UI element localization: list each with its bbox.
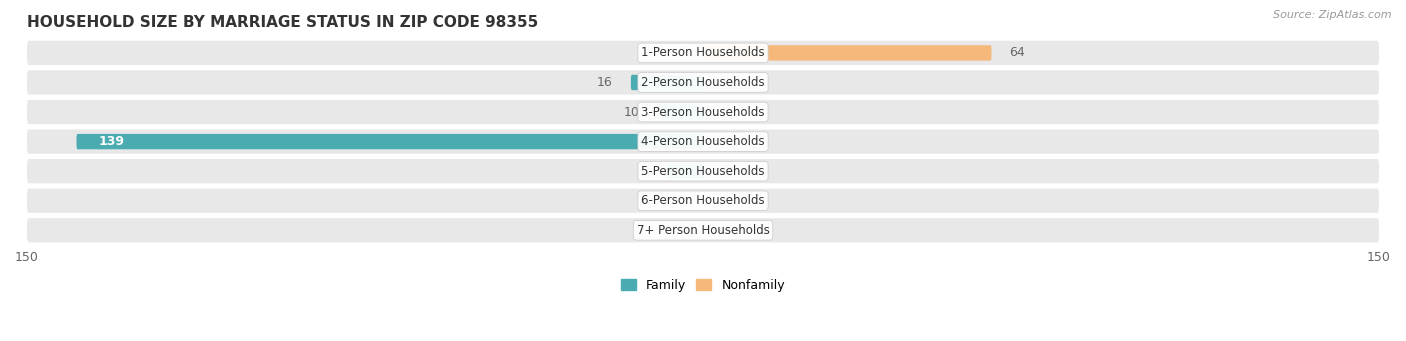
Text: 7+ Person Households: 7+ Person Households xyxy=(637,224,769,237)
Text: 0: 0 xyxy=(676,224,685,237)
Text: 0: 0 xyxy=(721,194,730,207)
Text: 3-Person Households: 3-Person Households xyxy=(641,105,765,119)
FancyBboxPatch shape xyxy=(631,75,703,90)
Text: 6-Person Households: 6-Person Households xyxy=(641,194,765,207)
FancyBboxPatch shape xyxy=(27,70,1379,94)
FancyBboxPatch shape xyxy=(27,159,1379,183)
Text: 4-Person Households: 4-Person Households xyxy=(641,135,765,148)
FancyBboxPatch shape xyxy=(27,41,1379,65)
Text: Source: ZipAtlas.com: Source: ZipAtlas.com xyxy=(1274,10,1392,20)
FancyBboxPatch shape xyxy=(666,163,703,179)
Text: HOUSEHOLD SIZE BY MARRIAGE STATUS IN ZIP CODE 98355: HOUSEHOLD SIZE BY MARRIAGE STATUS IN ZIP… xyxy=(27,15,538,30)
Text: 0: 0 xyxy=(676,194,685,207)
Text: 1-Person Households: 1-Person Households xyxy=(641,46,765,59)
Text: 0: 0 xyxy=(676,46,685,59)
FancyBboxPatch shape xyxy=(27,218,1379,242)
Text: 10: 10 xyxy=(624,105,640,119)
Text: 16: 16 xyxy=(598,76,613,89)
Text: 0: 0 xyxy=(721,165,730,178)
FancyBboxPatch shape xyxy=(76,134,703,149)
FancyBboxPatch shape xyxy=(703,45,991,61)
Text: 0: 0 xyxy=(721,105,730,119)
Text: 8: 8 xyxy=(641,165,650,178)
FancyBboxPatch shape xyxy=(658,104,703,120)
Text: 0: 0 xyxy=(721,135,730,148)
FancyBboxPatch shape xyxy=(27,189,1379,213)
Text: 139: 139 xyxy=(98,135,125,148)
Legend: Family, Nonfamily: Family, Nonfamily xyxy=(616,274,790,297)
Text: 64: 64 xyxy=(1010,46,1025,59)
Text: 0: 0 xyxy=(721,76,730,89)
FancyBboxPatch shape xyxy=(27,130,1379,154)
Text: 0: 0 xyxy=(721,224,730,237)
Text: 2-Person Households: 2-Person Households xyxy=(641,76,765,89)
FancyBboxPatch shape xyxy=(27,100,1379,124)
Text: 5-Person Households: 5-Person Households xyxy=(641,165,765,178)
